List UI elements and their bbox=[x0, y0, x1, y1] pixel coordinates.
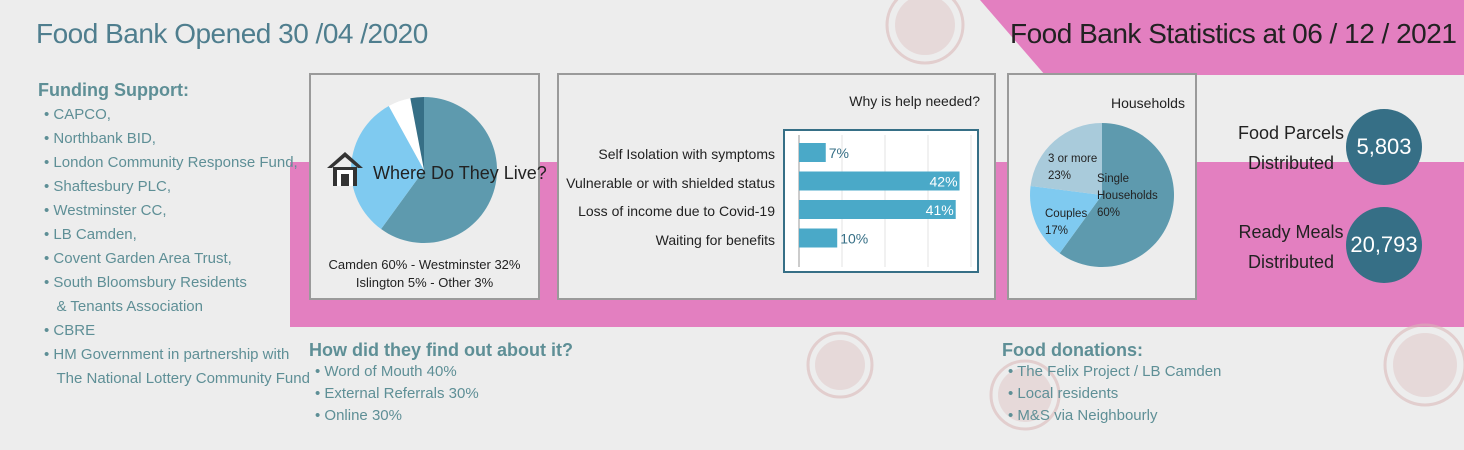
help-bar-category-label: Self Isolation with symptoms bbox=[598, 146, 775, 162]
food-parcels-label: Food Parcels Distributed bbox=[1236, 118, 1346, 178]
funding-list: • CAPCO, • Northbank BID, • London Communi… bbox=[44, 103, 310, 391]
funding-item: • CBRE bbox=[44, 322, 96, 339]
food-parcels-label-line1: Food Parcels bbox=[1237, 123, 1345, 143]
house-icon bbox=[327, 152, 363, 186]
residence-slice-other bbox=[410, 97, 424, 170]
find-out-heading: How did they find out about it? bbox=[309, 340, 573, 360]
funding-item: & Tenants Association bbox=[44, 298, 204, 315]
households-slice-label: 17% bbox=[1045, 225, 1068, 237]
households-chart-title: Households bbox=[1111, 95, 1185, 111]
page-title-left: Food Bank Opened 30 /04 /2020 bbox=[36, 18, 428, 49]
help-bar-value-label: 41% bbox=[926, 202, 954, 218]
residence-slice-islington bbox=[388, 98, 424, 170]
ready-meals-label-line1: Ready Meals bbox=[1238, 222, 1344, 242]
help-bar bbox=[799, 143, 826, 162]
households-slice-label: 3 or more bbox=[1048, 153, 1097, 165]
households-slice-label: 60% bbox=[1097, 207, 1120, 219]
help-bar-labels: Self Isolation with symptoms Vulnerable o… bbox=[559, 146, 775, 268]
residence-caption-line2: Islington 5% - Other 3% bbox=[355, 275, 494, 290]
food-parcels-badge: 5,803 bbox=[1346, 109, 1422, 185]
help-bar bbox=[799, 200, 956, 219]
households-slice-label: 23% bbox=[1048, 170, 1071, 182]
help-bar-value-label: 10% bbox=[840, 231, 868, 247]
donations-section: Food donations: • The Felix Project / LB… bbox=[1002, 340, 1221, 427]
funding-item: • Covent Garden Area Trust, bbox=[44, 250, 232, 267]
find_out-item: • Word of Mouth 40% bbox=[315, 363, 457, 380]
households-panel: Households Single Households 60% Couples 17%… bbox=[1007, 73, 1197, 300]
ready-meals-badge: 20,793 bbox=[1346, 207, 1422, 283]
help-bar-category-label: Vulnerable or with shielded status bbox=[566, 174, 775, 191]
households-slice-3-or-more bbox=[1030, 123, 1102, 195]
households-slice-label: Single bbox=[1097, 173, 1129, 185]
find-out-list: • Word of Mouth 40% • External Referrals … bbox=[315, 361, 573, 427]
help-bar-chart: 7% 42% 41% 10% bbox=[798, 135, 972, 267]
donations-item: • Local residents bbox=[1008, 385, 1119, 402]
ready-meals-label-line2: Distributed bbox=[1247, 252, 1335, 272]
funding-item: • London Community Response Fund, bbox=[44, 154, 298, 171]
help-bar bbox=[799, 228, 838, 248]
households-slice-label: Households bbox=[1097, 190, 1158, 202]
residence-caption-line1: Camden 60% - Westminster 32% bbox=[328, 257, 521, 272]
funding-item: • South Bloomsbury Residents bbox=[44, 274, 247, 291]
help-bar bbox=[799, 171, 960, 191]
help-bar-category-label: Loss of income due to Covid-19 bbox=[578, 203, 775, 219]
help-bar-plot: 7% 42% 41% 10% bbox=[783, 129, 979, 273]
residence-slice-camden bbox=[381, 97, 497, 243]
funding-item: • Westminster CC, bbox=[44, 202, 167, 219]
funding-item: • Northbank BID, bbox=[44, 130, 156, 147]
households-pie-chart: Single Households 60% Couples 17% 3 or more 23… bbox=[1030, 123, 1174, 267]
funding-item: • Shaftesbury PLC, bbox=[44, 178, 171, 195]
help-needed-panel: Why is help needed? Self Isolation with … bbox=[557, 73, 996, 300]
help-bar-value-label: 42% bbox=[930, 174, 958, 190]
funding-item: • CAPCO, bbox=[44, 106, 111, 123]
ready-meals-label: Ready Meals Distributed bbox=[1236, 217, 1346, 277]
food-parcels-label-line2: Distributed bbox=[1247, 153, 1335, 173]
donations-heading: Food donations: bbox=[1002, 340, 1143, 360]
donations-item: • M&S via Neighbourly bbox=[1008, 407, 1158, 424]
virus-decoration bbox=[806, 0, 1464, 431]
find-out-section: How did they find out about it? • Word o… bbox=[309, 340, 573, 427]
residence-pie-chart bbox=[351, 97, 497, 243]
residence-panel: Where Do They Live? Camden 60% - Westmin… bbox=[309, 73, 547, 300]
residence-slice-westminster bbox=[351, 106, 424, 230]
households-slice-couples bbox=[1030, 185, 1102, 254]
help-bar-value-label: 7% bbox=[829, 145, 849, 161]
households-slice-single-households bbox=[1059, 123, 1174, 267]
find_out-item: • Online 30% bbox=[315, 407, 402, 424]
funding-heading: Funding Support: bbox=[38, 80, 189, 100]
find_out-item: • External Referrals 30% bbox=[315, 385, 479, 402]
funding-section: Funding Support: • CAPCO, • Northbank BID… bbox=[38, 80, 310, 391]
donations-list: • The Felix Project / LB Camden • Local r… bbox=[1008, 361, 1221, 427]
pink-corner-band bbox=[980, 0, 1464, 75]
funding-item: • HM Government in partnership with bbox=[44, 346, 290, 363]
help-bar-category-label: Waiting for benefits bbox=[655, 231, 775, 248]
funding-item: • LB Camden, bbox=[44, 226, 137, 243]
donations-item: • The Felix Project / LB Camden bbox=[1008, 363, 1222, 380]
residence-chart-title: Where Do They Live? bbox=[373, 163, 547, 183]
funding-item: The National Lottery Community Fund bbox=[44, 370, 310, 387]
help-chart-title: Why is help needed? bbox=[849, 93, 980, 109]
households-slice-label: Couples bbox=[1045, 208, 1087, 220]
virus-decoration-fill bbox=[815, 0, 1457, 422]
page-title-right: Food Bank Statistics at 06 / 12 / 2021 bbox=[1010, 18, 1457, 49]
